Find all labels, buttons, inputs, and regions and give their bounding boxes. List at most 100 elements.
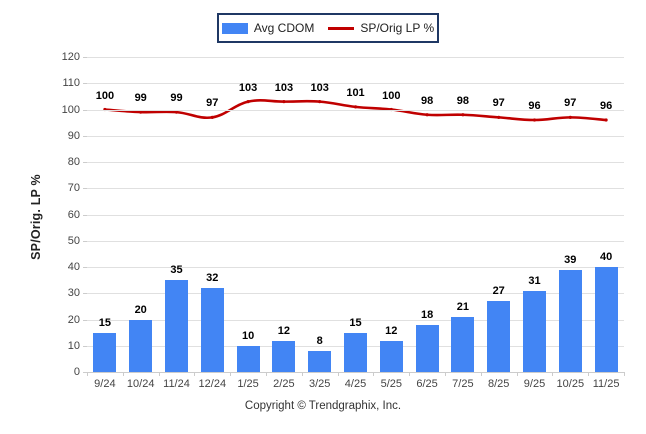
x-axis-tick-mark	[516, 372, 518, 376]
y-axis-tick-mark	[83, 267, 87, 268]
legend-line-swatch-icon	[328, 26, 355, 30]
line-value-label: 103	[238, 81, 258, 94]
x-axis-tick-label: 6/25	[416, 378, 438, 390]
x-axis-tick-mark	[122, 372, 124, 376]
y-axis-title: SP/Orig. LP %	[29, 174, 43, 260]
bar[interactable]	[200, 288, 224, 372]
x-axis-tick-mark	[445, 372, 446, 376]
bar-value-label: 20	[134, 303, 147, 316]
bar[interactable]	[487, 301, 511, 372]
gridline	[87, 83, 624, 85]
bar[interactable]	[129, 319, 153, 372]
chart-legend: Avg CDOM SP/Orig LP %	[217, 13, 439, 43]
y-axis-tick-label: 50	[67, 234, 80, 247]
line-point-marker[interactable]	[246, 100, 250, 104]
line-point-marker[interactable]	[604, 118, 608, 122]
gridline	[87, 240, 624, 242]
y-axis-tick-mark	[83, 240, 87, 242]
line-point-marker[interactable]	[425, 113, 429, 117]
legend-label-avg-cdom: Avg CDOM	[253, 21, 315, 35]
y-axis-tick-label: 120	[61, 51, 80, 63]
legend-label-sp-orig-lp: SP/Orig LP %	[360, 21, 435, 35]
line-point-marker[interactable]	[282, 100, 286, 104]
bar[interactable]	[93, 332, 117, 372]
line-point-marker[interactable]	[139, 110, 143, 114]
bar-value-label: 15	[98, 316, 112, 329]
y-axis-tick-label: 60	[67, 208, 80, 221]
x-axis-tick-mark	[301, 372, 303, 376]
bar[interactable]	[272, 340, 296, 372]
x-axis-tick-mark	[87, 372, 88, 376]
bar-value-label: 12	[277, 324, 291, 337]
x-axis-tick-mark	[588, 372, 590, 376]
bar-value-label: 39	[564, 253, 577, 266]
bar-value-label: 21	[456, 300, 470, 313]
gridline	[87, 214, 624, 216]
bar[interactable]	[523, 290, 546, 372]
bar-value-label: 40	[599, 251, 613, 263]
bar-value-label: 18	[420, 308, 434, 321]
x-axis-tick-mark	[158, 372, 160, 376]
y-axis-tick-mark	[83, 214, 87, 216]
bar-value-label: 27	[492, 285, 505, 298]
line-point-marker[interactable]	[174, 110, 179, 114]
bar[interactable]	[451, 316, 475, 372]
y-axis-tick-mark	[83, 83, 87, 85]
line-point-marker[interactable]	[210, 115, 214, 119]
bar[interactable]	[344, 332, 367, 372]
line-value-label: 97	[564, 97, 577, 110]
x-axis-tick-label: 9/24	[94, 378, 116, 390]
y-axis-tick-mark	[83, 188, 87, 190]
x-axis-tick-mark	[624, 372, 625, 376]
bar[interactable]	[236, 345, 260, 372]
bar[interactable]	[165, 280, 188, 372]
x-axis-tick-label: 9/25	[523, 378, 546, 390]
x-axis-tick-mark	[266, 372, 267, 376]
gridline	[87, 162, 624, 163]
y-axis-tick-mark	[83, 135, 87, 137]
bar-value-label: 35	[170, 264, 183, 277]
line-point-marker[interactable]	[318, 100, 322, 104]
bar-value-label: 10	[241, 329, 255, 342]
y-axis-tick-label: 10	[67, 339, 80, 352]
x-axis-tick-mark	[552, 372, 554, 376]
y-axis-tick-mark	[83, 57, 87, 58]
line-value-label: 97	[492, 97, 505, 110]
x-axis-tick-mark	[337, 372, 339, 376]
y-axis-tick-label: 40	[67, 261, 80, 273]
bar-value-label: 31	[528, 274, 541, 287]
bar-value-label: 8	[316, 335, 323, 347]
bar[interactable]	[415, 324, 439, 372]
gridline	[87, 293, 624, 295]
x-axis-tick-label: 8/25	[487, 378, 510, 390]
gridline	[87, 135, 624, 137]
bar[interactable]	[308, 351, 332, 372]
line-point-marker[interactable]	[461, 113, 465, 117]
x-axis-tick-label: 10/25	[556, 378, 585, 390]
bar[interactable]	[379, 340, 403, 372]
y-axis-tick-mark	[83, 293, 87, 295]
line-value-label: 99	[134, 92, 147, 105]
line-value-label: 96	[599, 100, 613, 112]
gridline	[87, 57, 624, 58]
bar-value-label: 15	[349, 316, 362, 329]
y-axis-tick-mark	[83, 319, 87, 321]
bar[interactable]	[558, 269, 582, 372]
line-point-marker[interactable]	[497, 115, 501, 119]
x-axis-tick-label: 7/25	[452, 378, 474, 390]
line-point-marker[interactable]	[353, 105, 358, 109]
x-axis-tick-label: 5/25	[380, 378, 403, 390]
y-axis-tick-mark	[83, 162, 87, 163]
line-value-label: 99	[170, 92, 183, 105]
y-axis-tick-label: 80	[67, 156, 80, 168]
line-value-label: 100	[382, 89, 401, 102]
line-point-marker[interactable]	[568, 115, 572, 119]
y-axis-tick-mark	[83, 345, 87, 347]
legend-entry-avg-cdom[interactable]: Avg CDOM	[221, 21, 315, 35]
x-axis-tick-label: 11/25	[592, 378, 620, 390]
bar[interactable]	[594, 267, 618, 372]
gridline	[87, 267, 624, 268]
legend-entry-sp-orig-lp[interactable]: SP/Orig LP %	[328, 21, 434, 35]
line-point-marker[interactable]	[532, 118, 537, 122]
